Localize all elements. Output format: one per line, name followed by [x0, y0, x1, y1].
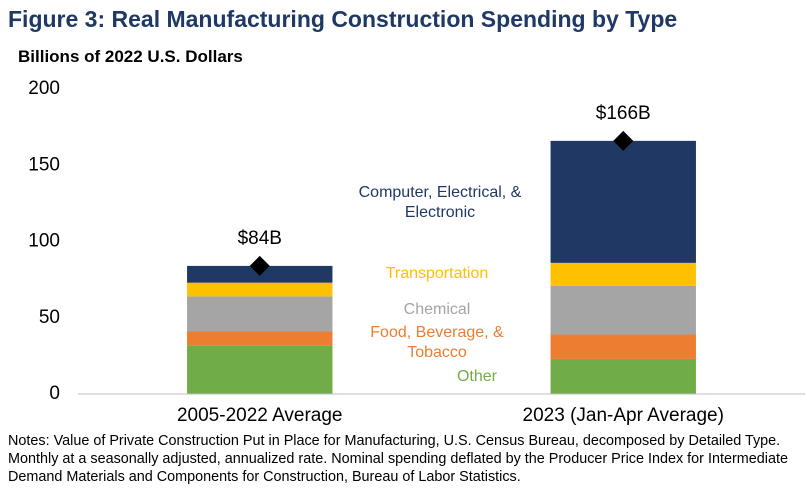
bar-segment	[550, 285, 696, 335]
y-tick-label: 200	[28, 78, 60, 99]
chart-subtitle: Billions of 2022 U.S. Dollars	[18, 47, 243, 66]
legend-label: Computer, Electrical, & Electronic	[358, 184, 522, 221]
legend-label: Food, Beverage, & Tobacco	[370, 324, 504, 361]
bar-segment	[550, 140, 696, 263]
bar-segment	[550, 262, 696, 286]
bar-segment	[550, 334, 696, 359]
legend-label: Other	[456, 368, 497, 385]
y-tick-label: 50	[39, 307, 60, 328]
notes: Notes: Value of Private Construction Put…	[8, 433, 788, 485]
legend-label: Chemical	[403, 301, 471, 318]
y-tick-label: 0	[49, 383, 60, 404]
legend-label: Transportation	[385, 265, 489, 282]
total-label: $84B	[238, 228, 282, 249]
total-marker	[249, 255, 270, 276]
total-label: $166B	[596, 103, 651, 124]
bar-segment	[187, 345, 333, 394]
chart: 0 50 100 150 200 2005-2022 Average $84B 2023 (J…	[28, 78, 805, 426]
bar-segment	[187, 296, 333, 332]
bar-segment	[550, 358, 696, 394]
total-marker	[613, 130, 634, 151]
x-tick-label: 2023 (Jan-Apr Average)	[523, 405, 724, 426]
bar-segment	[187, 282, 333, 297]
y-tick-label: 150	[28, 154, 60, 175]
x-tick-label: 2005-2022 Average	[177, 405, 343, 426]
bar-segment	[187, 331, 333, 346]
chart-title: Figure 3: Real Manufacturing Constructio…	[8, 6, 678, 32]
y-tick-label: 100	[28, 231, 60, 252]
